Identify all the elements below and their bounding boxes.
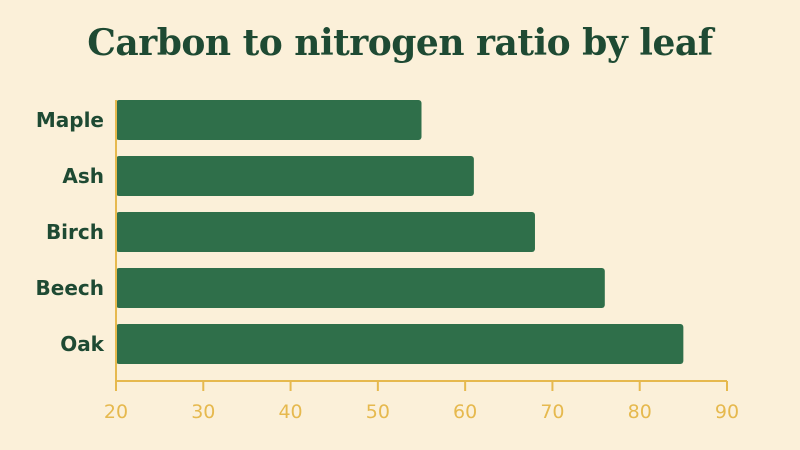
- x-tick-label-40: 40: [278, 401, 302, 423]
- category-label-ash: Ash: [62, 164, 104, 188]
- chart-title: Carbon to nitrogen ratio by leaf: [87, 22, 713, 64]
- category-label-oak: Oak: [60, 332, 104, 356]
- x-tick-label-50: 50: [366, 401, 390, 423]
- bar-maple: [116, 100, 422, 140]
- x-tick-label-20: 20: [104, 401, 128, 423]
- x-tick-label-90: 90: [715, 401, 739, 423]
- x-tick-label-80: 80: [628, 401, 652, 423]
- x-tick-label-70: 70: [540, 401, 564, 423]
- x-tick-label-30: 30: [191, 401, 215, 423]
- category-label-maple: Maple: [36, 108, 104, 132]
- bar-birch: [116, 212, 535, 252]
- category-label-beech: Beech: [36, 276, 104, 300]
- bar-ash: [116, 156, 474, 196]
- x-tick-label-60: 60: [453, 401, 477, 423]
- category-label-birch: Birch: [46, 220, 104, 244]
- bar-beech: [116, 268, 605, 308]
- bar-oak: [116, 324, 684, 364]
